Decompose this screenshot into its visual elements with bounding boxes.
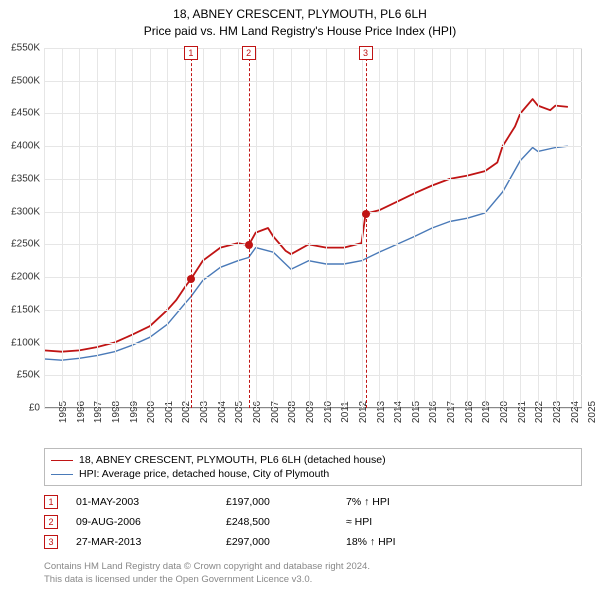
event-marker: 3 [359, 46, 373, 60]
vgrid [167, 48, 168, 408]
event-dot [187, 275, 195, 283]
events-table: 1 01-MAY-2003£197,0007% ↑ HPI 2 09-AUG-2006… [44, 492, 582, 552]
y-tick-label: £0 [29, 403, 40, 414]
vgrid [132, 48, 133, 408]
legend-label: HPI: Average price, detached house, City… [79, 468, 329, 480]
event-line [191, 48, 192, 408]
vgrid [97, 48, 98, 408]
y-tick-label: £300K [11, 206, 40, 217]
event-number-box: 3 [44, 535, 58, 549]
event-number-box: 2 [44, 515, 58, 529]
legend-row: 18, ABNEY CRESCENT, PLYMOUTH, PL6 6LH (d… [51, 453, 575, 467]
vgrid [362, 48, 363, 408]
vgrid [450, 48, 451, 408]
event-date: 09-AUG-2006 [76, 516, 226, 528]
vgrid [256, 48, 257, 408]
hgrid [44, 375, 582, 376]
y-tick-label: £500K [11, 75, 40, 86]
footer-line-1: Contains HM Land Registry data © Crown c… [44, 561, 582, 573]
vgrid [344, 48, 345, 408]
chart-area: £0£50K£100K£150K£200K£250K£300K£350K£400… [44, 48, 582, 408]
legend-swatch [51, 460, 73, 461]
line-svg [44, 48, 582, 408]
y-tick-label: £250K [11, 239, 40, 250]
event-price: £197,000 [226, 496, 346, 508]
hgrid [44, 343, 582, 344]
footer: Contains HM Land Registry data © Crown c… [44, 561, 582, 586]
root: 18, ABNEY CRESCENT, PLYMOUTH, PL6 6LH Pr… [0, 0, 600, 590]
vgrid [467, 48, 468, 408]
event-delta: ≈ HPI [346, 516, 582, 528]
y-tick-label: £400K [11, 141, 40, 152]
y-tick-label: £200K [11, 272, 40, 283]
vgrid [44, 48, 45, 408]
legend-box: 18, ABNEY CRESCENT, PLYMOUTH, PL6 6LH (d… [44, 448, 582, 486]
vgrid [503, 48, 504, 408]
hgrid [44, 48, 582, 49]
vgrid [485, 48, 486, 408]
y-tick-label: £550K [11, 43, 40, 54]
vgrid [538, 48, 539, 408]
title-line-1: 18, ABNEY CRESCENT, PLYMOUTH, PL6 6LH [0, 6, 600, 23]
vgrid [397, 48, 398, 408]
event-dot [245, 241, 253, 249]
event-delta: 18% ↑ HPI [346, 536, 582, 548]
vgrid [185, 48, 186, 408]
y-tick-label: £100K [11, 337, 40, 348]
vgrid [520, 48, 521, 408]
footer-line-2: This data is licensed under the Open Gov… [44, 574, 582, 586]
vgrid [573, 48, 574, 408]
vgrid [414, 48, 415, 408]
hgrid [44, 277, 582, 278]
hgrid [44, 113, 582, 114]
y-tick-label: £350K [11, 173, 40, 184]
event-delta: 7% ↑ HPI [346, 496, 582, 508]
y-tick-label: £50K [17, 370, 40, 381]
hgrid [44, 81, 582, 82]
x-tick-label: 2025 [573, 401, 598, 423]
event-number-box: 1 [44, 495, 58, 509]
event-date: 01-MAY-2003 [76, 496, 226, 508]
vgrid [291, 48, 292, 408]
event-price: £248,500 [226, 516, 346, 528]
legend-swatch [51, 474, 73, 475]
y-tick-label: £450K [11, 108, 40, 119]
hgrid [44, 146, 582, 147]
title-block: 18, ABNEY CRESCENT, PLYMOUTH, PL6 6LH Pr… [0, 0, 600, 40]
vgrid [238, 48, 239, 408]
legend-label: 18, ABNEY CRESCENT, PLYMOUTH, PL6 6LH (d… [79, 454, 386, 466]
event-price: £297,000 [226, 536, 346, 548]
event-date: 27-MAR-2013 [76, 536, 226, 548]
series-property [44, 99, 568, 352]
hgrid [44, 179, 582, 180]
event-line [366, 48, 367, 408]
vgrid [203, 48, 204, 408]
event-table-row: 3 27-MAR-2013£297,00018% ↑ HPI [44, 532, 582, 552]
hgrid [44, 310, 582, 311]
legend-row: HPI: Average price, detached house, City… [51, 467, 575, 481]
vgrid [273, 48, 274, 408]
event-marker: 2 [242, 46, 256, 60]
vgrid [379, 48, 380, 408]
vgrid [150, 48, 151, 408]
vgrid [62, 48, 63, 408]
event-table-row: 2 09-AUG-2006£248,500≈ HPI [44, 512, 582, 532]
event-table-row: 1 01-MAY-2003£197,0007% ↑ HPI [44, 492, 582, 512]
hgrid [44, 212, 582, 213]
vgrid [309, 48, 310, 408]
vgrid [326, 48, 327, 408]
event-dot [362, 210, 370, 218]
vgrid [79, 48, 80, 408]
vgrid [115, 48, 116, 408]
y-tick-label: £150K [11, 304, 40, 315]
event-line [249, 48, 250, 408]
vgrid [220, 48, 221, 408]
hgrid [44, 244, 582, 245]
title-line-2: Price paid vs. HM Land Registry's House … [0, 23, 600, 40]
vgrid [432, 48, 433, 408]
event-marker: 1 [184, 46, 198, 60]
vgrid [556, 48, 557, 408]
